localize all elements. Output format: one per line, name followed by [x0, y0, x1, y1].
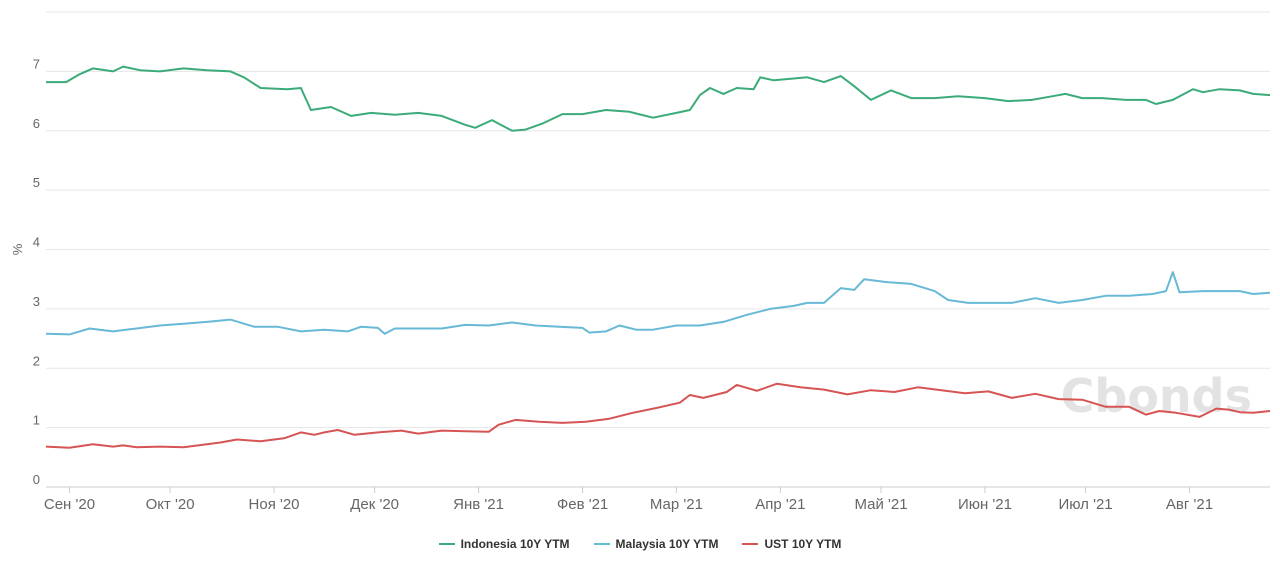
x-tick-label: Дек '20 — [350, 496, 399, 513]
series-line-1 — [45, 271, 1271, 336]
x-tick-label: Ноя '20 — [249, 496, 300, 513]
y-tick-label: 2 — [33, 353, 40, 368]
x-tick-label: Янв '21 — [453, 496, 504, 513]
y-axis-label: % — [10, 243, 25, 255]
y-tick-label: 7 — [33, 56, 40, 71]
chart-legend: Indonesia 10Y YTM Malaysia 10Y YTM UST 1… — [0, 537, 1280, 551]
legend-label: Indonesia 10Y YTM — [460, 537, 570, 551]
y-axis-ticks: 0 1 2 3 4 5 6 7 — [33, 56, 40, 487]
y-tick-label: 0 — [33, 472, 40, 487]
legend-item-malaysia[interactable]: Malaysia 10Y YTM — [593, 537, 719, 551]
legend-swatch — [593, 543, 610, 545]
series-line-2 — [45, 382, 1271, 449]
x-tick-label: Июл '21 — [1058, 496, 1112, 513]
x-tick-label: Сен '20 — [44, 496, 95, 513]
y-tick-label: 1 — [33, 413, 40, 428]
y-tick-label: 5 — [33, 175, 40, 190]
y-tick-label: 4 — [33, 235, 40, 250]
x-tick-label: Май '21 — [854, 496, 907, 513]
legend-label: UST 10Y YTM — [764, 537, 842, 551]
grid-lines — [46, 11, 1270, 488]
y-tick-label: 6 — [33, 116, 40, 131]
x-tick-label: Окт '20 — [146, 496, 195, 513]
legend-item-indonesia[interactable]: Indonesia 10Y YTM — [438, 537, 570, 551]
legend-item-ust[interactable]: UST 10Y YTM — [742, 537, 841, 551]
legend-swatch — [438, 543, 455, 545]
legend-swatch — [742, 543, 759, 545]
y-tick-label: 3 — [33, 294, 40, 309]
cbonds-watermark: Cbonds — [1061, 369, 1252, 423]
x-tick-label: Фев '21 — [557, 496, 608, 513]
x-axis-ticks: Сен '20 Окт '20 Ноя '20 Дек '20 Янв '21 Фев '… — [44, 487, 1213, 513]
x-tick-label: Апр '21 — [755, 496, 805, 513]
x-tick-label: Июн '21 — [958, 496, 1012, 513]
legend-label: Malaysia 10Y YTM — [615, 537, 719, 551]
series-lines — [45, 65, 1271, 449]
x-tick-label: Авг '21 — [1166, 496, 1213, 513]
x-tick-label: Мар '21 — [650, 496, 703, 513]
series-line-0 — [46, 65, 1271, 132]
